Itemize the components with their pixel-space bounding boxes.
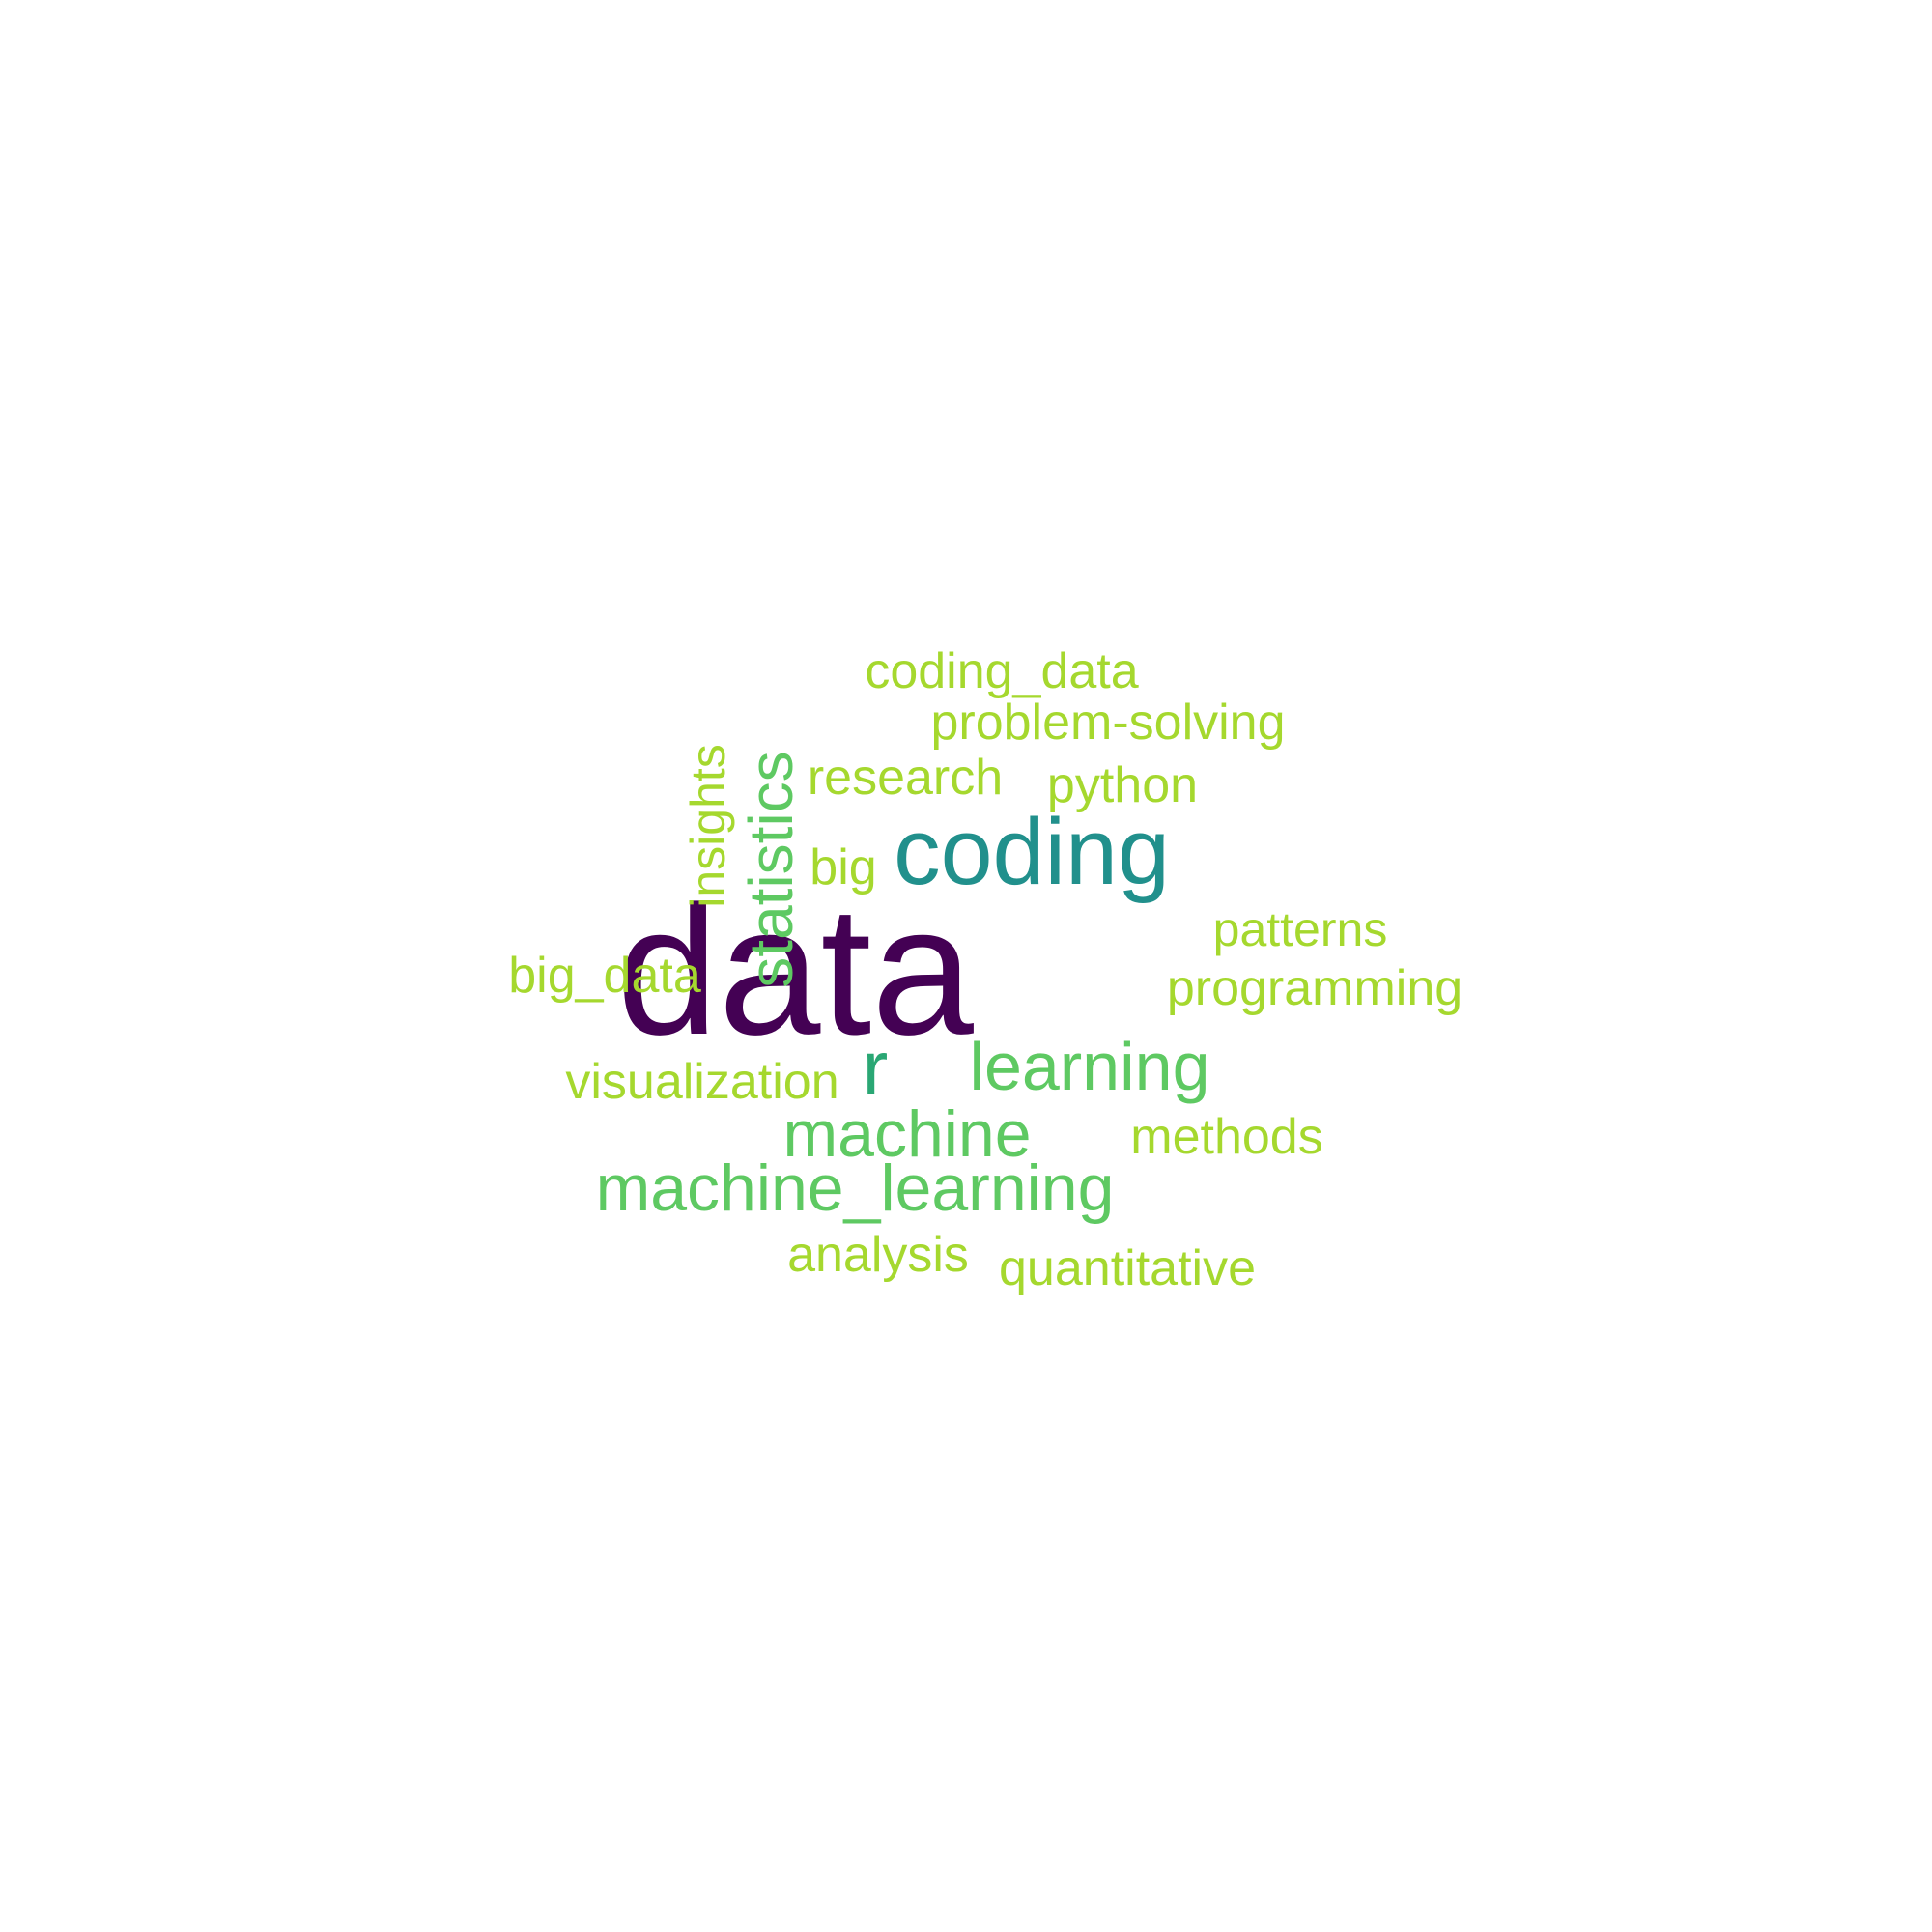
word-methods: methods xyxy=(1130,1109,1322,1165)
word-analysis: analysis xyxy=(787,1227,969,1283)
word-statistics: statistics xyxy=(736,751,806,987)
word-programming: programming xyxy=(1167,960,1463,1016)
word-visualization: visualization xyxy=(565,1054,838,1110)
word-quantitative: quantitative xyxy=(999,1240,1256,1296)
word-machine-learning: machine_learning xyxy=(596,1151,1115,1225)
word-r: r xyxy=(863,1025,889,1111)
word-learning: learning xyxy=(969,1029,1209,1104)
word-patterns: patterns xyxy=(1213,902,1388,956)
word-big: big xyxy=(810,839,876,895)
word-insights: insights xyxy=(681,744,735,908)
word-coding-data: coding_data xyxy=(865,643,1138,699)
word-coding: coding xyxy=(894,799,1170,904)
word-big-data: big_data xyxy=(508,948,701,1004)
word-research: research xyxy=(808,750,1003,806)
word-python: python xyxy=(1047,757,1198,813)
word-machine: machine xyxy=(782,1097,1031,1171)
word-data: data xyxy=(616,868,974,1073)
word-problem-solving: problem-solving xyxy=(930,695,1285,751)
